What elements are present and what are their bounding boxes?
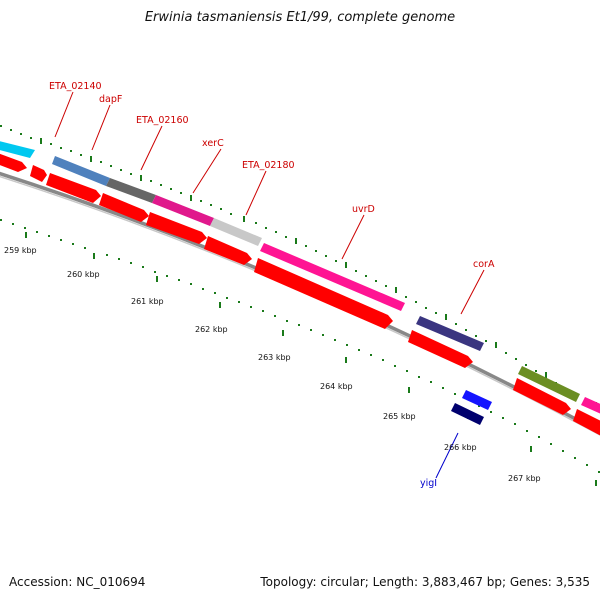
cds-arrow[interactable] bbox=[204, 236, 252, 265]
gene-label: dapF bbox=[99, 94, 122, 105]
tick-label: 266 kbp bbox=[444, 443, 477, 452]
backbone-line bbox=[0, 171, 600, 434]
tick-label: 265 kbp bbox=[383, 412, 416, 421]
cds-arrow[interactable] bbox=[0, 152, 27, 172]
cds-arrow[interactable] bbox=[99, 193, 149, 222]
feature-navy[interactable] bbox=[451, 403, 484, 425]
tick-label: 267 kbp bbox=[508, 474, 541, 483]
feature-olive[interactable] bbox=[518, 366, 580, 402]
feature-gray[interactable] bbox=[106, 178, 156, 203]
feature-track bbox=[0, 140, 600, 425]
tick-label: 261 kbp bbox=[131, 297, 164, 306]
feature-cyan[interactable] bbox=[0, 140, 35, 158]
tick-label: 264 kbp bbox=[320, 382, 353, 391]
tick-label: 259 kbp bbox=[4, 246, 37, 255]
feature-magenta-1[interactable] bbox=[152, 195, 214, 226]
tick-label: 262 kbp bbox=[195, 325, 228, 334]
feature-magenta-2[interactable] bbox=[581, 397, 600, 414]
feature-darkslate[interactable] bbox=[416, 316, 484, 351]
genome-summary-text: Topology: circular; Length: 3,883,467 bp… bbox=[260, 575, 590, 589]
feature-lightgray[interactable] bbox=[210, 218, 262, 246]
feature-magenta-uvrD[interactable] bbox=[260, 243, 405, 311]
map-title: Erwinia tasmaniensis Et1/99, complete ge… bbox=[144, 10, 456, 25]
cds-arrow[interactable] bbox=[573, 409, 600, 438]
gene-label: uvrD bbox=[352, 204, 375, 215]
cds-track bbox=[0, 152, 600, 438]
gene-label: ETA_02160 bbox=[136, 115, 189, 126]
label-leaders bbox=[54, 91, 485, 479]
feature-steelblue[interactable] bbox=[52, 156, 110, 186]
cds-arrow[interactable] bbox=[408, 330, 473, 368]
gene-label: corA bbox=[473, 259, 495, 270]
cds-arrow[interactable] bbox=[146, 212, 207, 244]
tick-label: 260 kbp bbox=[67, 270, 100, 279]
gene-labels: ETA_02140 dapF ETA_02160 xerC ETA_02180 … bbox=[49, 81, 495, 489]
cds-arrow[interactable] bbox=[46, 173, 101, 203]
inner-ruler bbox=[0, 219, 600, 486]
tick-labels: 259 kbp 260 kbp 261 kbp 262 kbp 263 kbp … bbox=[4, 246, 541, 483]
gene-label: xerC bbox=[202, 138, 224, 149]
feature-blue[interactable] bbox=[462, 390, 492, 410]
tick-label: 263 kbp bbox=[258, 353, 291, 362]
backbone-shadow bbox=[0, 175, 600, 436]
gene-label: yigI bbox=[420, 478, 437, 489]
cds-arrow[interactable] bbox=[30, 165, 47, 182]
gene-label: ETA_02140 bbox=[49, 81, 102, 92]
gene-label: ETA_02180 bbox=[242, 160, 295, 171]
cds-arrow[interactable] bbox=[254, 258, 393, 329]
cds-arrow[interactable] bbox=[513, 378, 571, 415]
accession-text: Accession: NC_010694 bbox=[9, 575, 146, 589]
